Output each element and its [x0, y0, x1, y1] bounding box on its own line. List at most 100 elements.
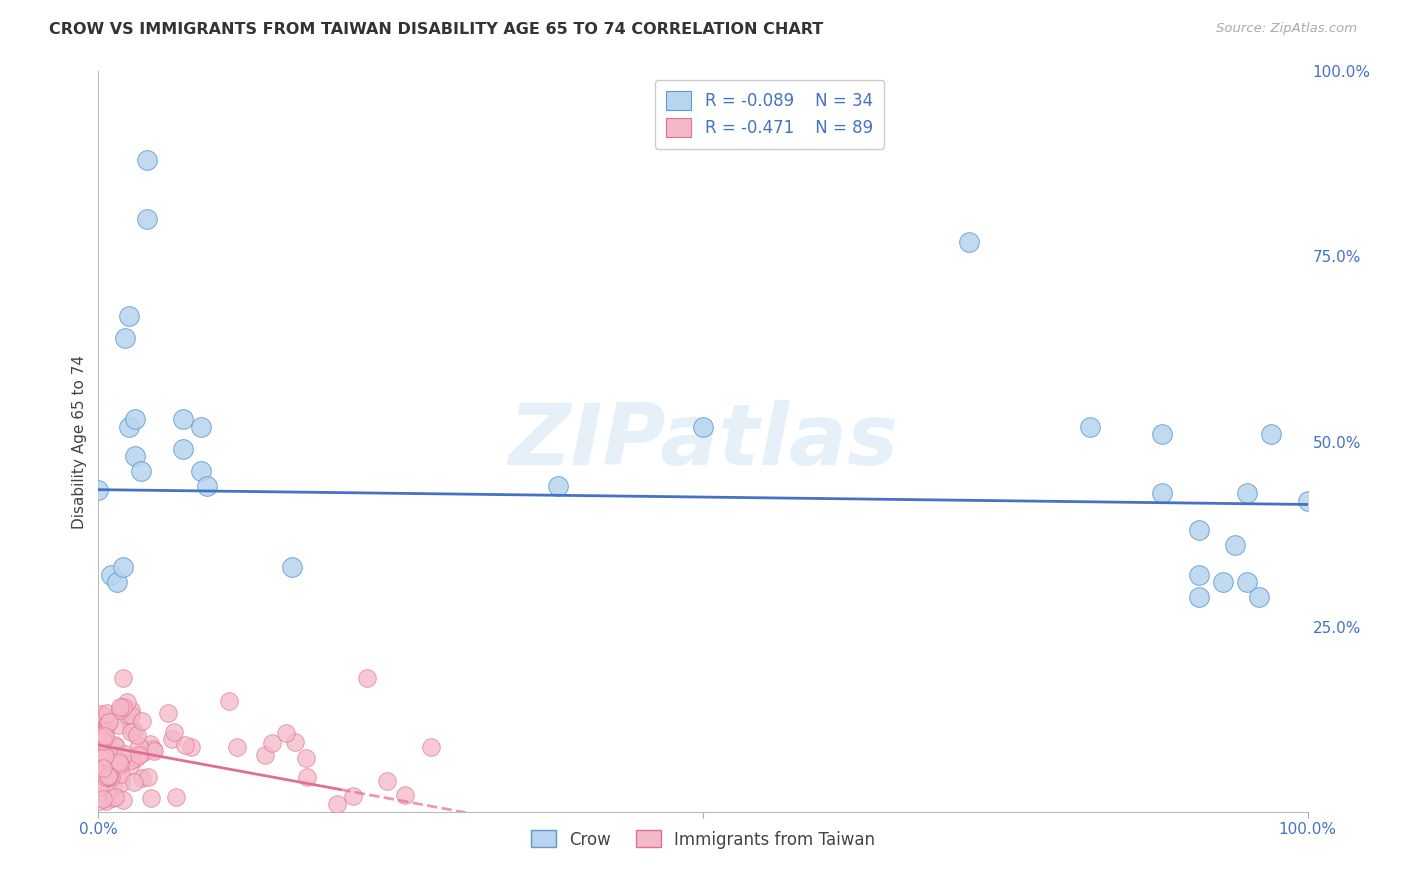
Point: [957, 235, 980, 249]
Point: [87, 483, 110, 497]
Point: [94, 750, 117, 764]
Point: [98, 769, 121, 783]
Point: [274, 726, 297, 740]
Point: [1188, 524, 1211, 538]
Point: [165, 790, 187, 805]
Text: CROW VS IMMIGRANTS FROM TAIWAN DISABILITY AGE 65 TO 74 CORRELATION CHART: CROW VS IMMIGRANTS FROM TAIWAN DISABILIT…: [49, 22, 824, 37]
Y-axis label: Disability Age 65 to 74: Disability Age 65 to 74: [72, 354, 87, 529]
Point: [91, 734, 114, 748]
Point: [120, 719, 142, 733]
Point: [172, 412, 194, 426]
Point: [142, 744, 165, 758]
Point: [97, 769, 120, 783]
Point: [111, 793, 134, 807]
Point: [115, 708, 138, 723]
Point: [120, 725, 142, 739]
Point: [90, 707, 112, 722]
Point: [195, 479, 218, 493]
Point: [94, 729, 117, 743]
Point: [112, 672, 135, 686]
Point: [110, 766, 132, 780]
Point: [1236, 575, 1258, 590]
Point: [1212, 575, 1234, 590]
Point: [105, 575, 128, 590]
Point: [1260, 427, 1282, 442]
Point: [104, 789, 127, 804]
Point: [89, 750, 111, 764]
Point: [120, 703, 142, 717]
Point: [94, 794, 117, 808]
Point: [98, 769, 121, 783]
Point: [342, 789, 364, 803]
Point: [692, 419, 714, 434]
Point: [115, 694, 138, 708]
Point: [281, 560, 304, 574]
Point: [135, 153, 157, 168]
Point: [1152, 427, 1174, 442]
Point: [295, 751, 318, 765]
Point: [226, 740, 249, 755]
Point: [110, 757, 132, 772]
Point: [136, 770, 159, 784]
Point: [114, 331, 136, 345]
Point: [118, 419, 141, 434]
Point: [94, 724, 117, 739]
Point: [108, 755, 131, 769]
Text: Source: ZipAtlas.com: Source: ZipAtlas.com: [1216, 22, 1357, 36]
Point: [124, 450, 146, 464]
Point: [87, 780, 110, 794]
Point: [89, 728, 111, 742]
Point: [131, 746, 153, 760]
Point: [547, 479, 569, 493]
Point: [91, 728, 114, 742]
Point: [394, 789, 416, 803]
Point: [419, 739, 441, 754]
Point: [96, 706, 118, 720]
Point: [124, 412, 146, 426]
Point: [297, 770, 319, 784]
Point: [131, 714, 153, 729]
Point: [1296, 493, 1319, 508]
Point: [93, 761, 115, 775]
Point: [87, 794, 110, 808]
Point: [284, 735, 307, 749]
Point: [104, 738, 127, 752]
Point: [124, 751, 146, 765]
Point: [87, 725, 110, 739]
Point: [90, 766, 112, 780]
Point: [1188, 590, 1211, 604]
Point: [93, 724, 115, 739]
Point: [326, 797, 349, 812]
Point: [1236, 486, 1258, 500]
Text: ZIPatlas: ZIPatlas: [508, 400, 898, 483]
Point: [97, 714, 120, 729]
Point: [1223, 538, 1246, 552]
Point: [120, 708, 142, 723]
Point: [128, 748, 150, 763]
Point: [97, 714, 120, 729]
Point: [120, 759, 142, 773]
Point: [356, 672, 378, 686]
Point: [1188, 567, 1211, 582]
Point: [1152, 486, 1174, 500]
Point: [94, 748, 117, 763]
Point: [97, 781, 120, 796]
Point: [190, 419, 212, 434]
Point: [124, 774, 146, 789]
Point: [100, 770, 122, 784]
Point: [101, 779, 124, 793]
Legend: Crow, Immigrants from Taiwan: Crow, Immigrants from Taiwan: [524, 823, 882, 855]
Point: [174, 738, 197, 752]
Point: [105, 740, 128, 755]
Point: [103, 791, 125, 805]
Point: [135, 212, 157, 227]
Point: [100, 567, 122, 582]
Point: [108, 718, 131, 732]
Point: [218, 694, 240, 708]
Point: [127, 728, 149, 742]
Point: [1078, 419, 1101, 434]
Point: [142, 742, 165, 756]
Point: [110, 775, 132, 789]
Point: [110, 703, 132, 717]
Point: [120, 753, 142, 767]
